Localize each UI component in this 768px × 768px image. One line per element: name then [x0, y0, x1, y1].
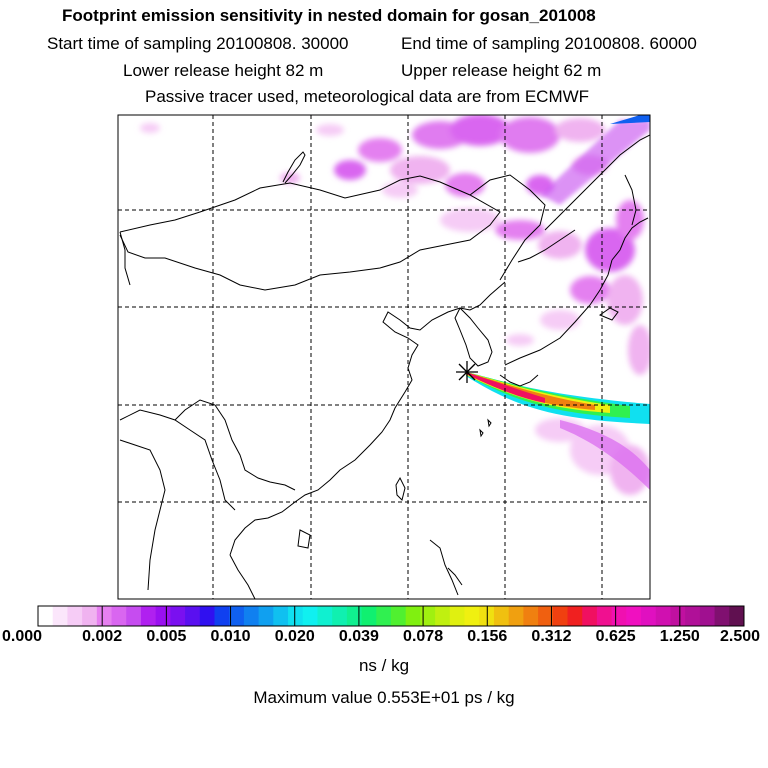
colorbar-tick-label: 0.020	[274, 628, 315, 645]
colorbar-swatch	[111, 606, 127, 626]
colorbar-swatch	[361, 606, 377, 626]
start-time-label: Start time of sampling 20100808. 30000	[47, 34, 349, 53]
upper-release-label: Upper release height 62 m	[401, 61, 602, 80]
colorbar-swatch	[641, 606, 657, 626]
colorbar	[37, 606, 745, 626]
colorbar-swatch	[420, 606, 436, 626]
colorbar-tick-label: 0.000	[1, 628, 43, 645]
colorbar-swatch	[552, 606, 568, 626]
colorbar-swatch	[670, 606, 686, 626]
colorbar-swatch	[464, 606, 480, 626]
colorbar-units: ns / kg	[358, 656, 410, 675]
colorbar-swatch	[185, 606, 201, 626]
end-time-label: End time of sampling 20100808. 60000	[401, 34, 697, 53]
maximum-value-label: Maximum value 0.553E+01 ps / kg	[253, 688, 515, 707]
graticule	[118, 115, 650, 599]
colorbar-swatch	[699, 606, 716, 626]
colorbar-swatch	[170, 606, 186, 626]
map-content	[118, 115, 650, 599]
coastlines	[119, 134, 650, 599]
colorbar-tick-label: 2.500	[719, 628, 761, 645]
colorbar-swatch	[67, 606, 83, 626]
colorbar-swatch	[258, 606, 274, 626]
colorbar-swatch	[405, 606, 421, 626]
colorbar-swatch	[140, 606, 157, 626]
plot-title: Footprint emission sensitivity in nested…	[62, 6, 596, 25]
colorbar-tick-label: 1.250	[659, 628, 700, 645]
colorbar-swatch	[493, 606, 510, 626]
colorbar-swatch	[302, 606, 318, 626]
lower-release-label: Lower release height 82 m	[123, 61, 324, 80]
upper-streak	[540, 120, 650, 205]
colorbar-swatch	[52, 606, 68, 626]
colorbar-swatch	[199, 606, 215, 626]
colorbar-swatch	[582, 606, 598, 626]
colorbar-tick-label: 0.078	[403, 628, 444, 645]
colorbar-swatch	[243, 606, 260, 626]
colorbar-swatch	[214, 606, 230, 626]
colorbar-swatch	[126, 606, 142, 626]
colorbar-tick-label: 0.005	[146, 628, 187, 645]
colorbar-swatch	[376, 606, 392, 626]
colorbar-tick-label: 0.039	[338, 628, 379, 645]
colorbar-tick-label: 0.156	[467, 628, 508, 645]
colorbar-tick-label: 0.002	[82, 628, 123, 645]
colorbar-swatch	[435, 606, 451, 626]
colorbar-swatch	[523, 606, 539, 626]
colorbar-swatch	[685, 606, 701, 626]
colorbar-swatch	[288, 606, 304, 626]
colorbar-tick-label: 0.010	[210, 628, 251, 645]
colorbar-tick-label: 0.312	[531, 628, 572, 645]
emission-plume	[466, 372, 650, 490]
colorbar-swatch	[449, 606, 466, 626]
colorbar-swatch	[508, 606, 524, 626]
colorbar-swatch	[655, 606, 671, 626]
colorbar-tick-label: 0.625	[595, 628, 636, 645]
colorbar-swatch	[538, 606, 554, 626]
colorbar-swatch	[96, 606, 113, 626]
map-frame	[117, 114, 651, 600]
colorbar-swatch	[155, 606, 171, 626]
colorbar-swatch	[596, 606, 613, 626]
receptor-star-marker	[456, 361, 478, 383]
colorbar-swatch	[38, 606, 54, 626]
colorbar-swatch	[729, 606, 745, 626]
blue-streak	[610, 115, 650, 124]
colorbar-swatch	[82, 606, 98, 626]
colorbar-swatch	[714, 606, 730, 626]
colorbar-swatch	[332, 606, 348, 626]
colorbar-swatch	[229, 606, 245, 626]
colorbar-swatch	[626, 606, 642, 626]
colorbar-swatch	[567, 606, 583, 626]
colorbar-frame	[37, 605, 745, 627]
colorbar-swatch	[611, 606, 627, 626]
colorbar-swatch	[391, 606, 407, 626]
colorbar-swatch	[273, 606, 289, 626]
colorbar-swatch	[346, 606, 363, 626]
tracer-info-label: Passive tracer used, meteorological data…	[145, 87, 590, 106]
colorbar-swatch	[317, 606, 333, 626]
